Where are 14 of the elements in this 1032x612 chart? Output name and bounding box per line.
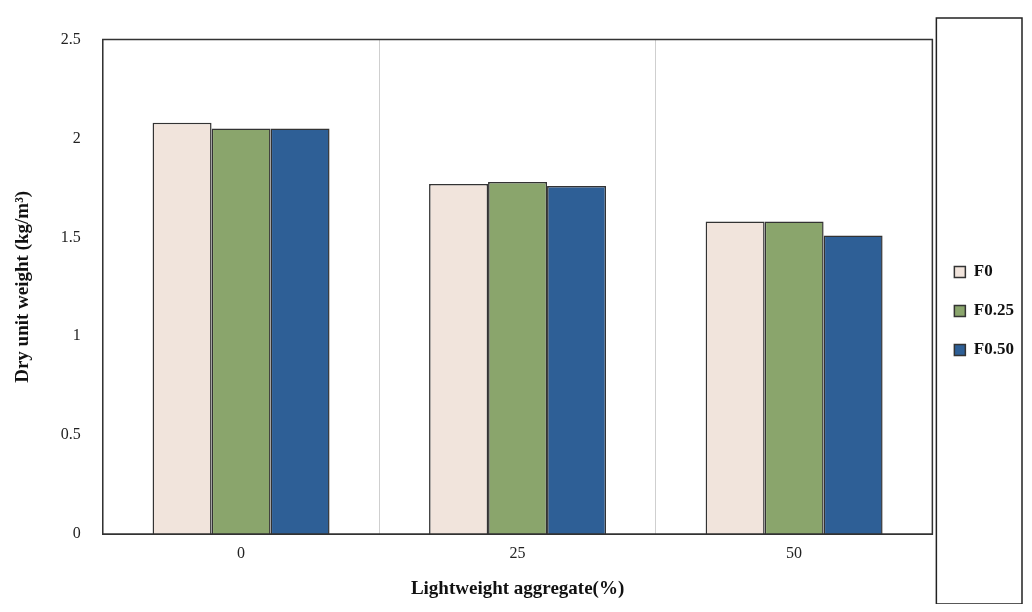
legend-label: F0.25 bbox=[973, 300, 1015, 320]
y-tick-label: 2.5 bbox=[60, 29, 81, 47]
y-tick-label: 0 bbox=[72, 524, 81, 542]
legend-label: F0.50 bbox=[973, 339, 1015, 359]
y-tick-label: 1 bbox=[72, 326, 81, 344]
y-tick-label: 0.5 bbox=[60, 425, 81, 443]
x-tick-label: 50 bbox=[786, 543, 803, 561]
x-tick-label: 25 bbox=[509, 543, 526, 561]
y-tick-label: 1.5 bbox=[60, 227, 81, 245]
y-tick-label: 2 bbox=[72, 128, 81, 146]
x-tick-label: 0 bbox=[237, 543, 246, 561]
x-axis-title: Lightweight aggregate(%) bbox=[410, 576, 625, 599]
legend-label: F0 bbox=[973, 261, 993, 281]
y-axis-title: Dry unit weight (kg/m³) bbox=[11, 190, 34, 383]
